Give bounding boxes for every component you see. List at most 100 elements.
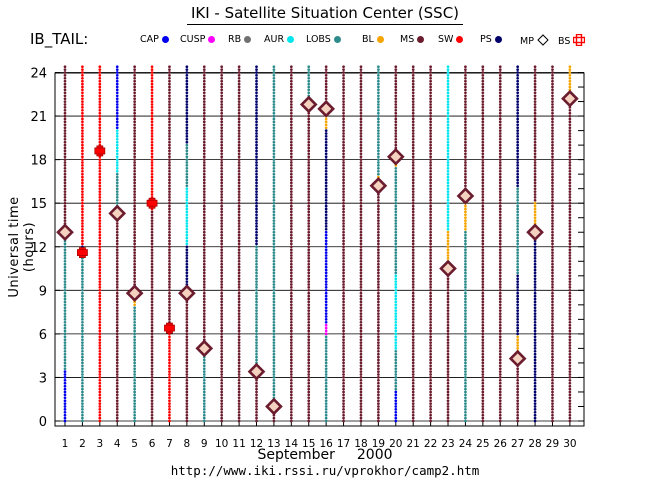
data-point bbox=[551, 236, 554, 240]
data-point bbox=[481, 164, 485, 167]
data-point bbox=[150, 143, 154, 147]
data-point bbox=[498, 204, 502, 208]
data-point bbox=[377, 297, 380, 301]
data-point bbox=[81, 161, 84, 164]
data-point bbox=[533, 387, 537, 391]
data-point bbox=[98, 297, 102, 301]
data-point bbox=[359, 387, 363, 391]
data-point bbox=[220, 65, 224, 69]
data-point bbox=[255, 306, 258, 310]
data-point bbox=[81, 108, 84, 112]
data-point bbox=[150, 373, 154, 376]
data-point bbox=[481, 303, 485, 307]
data-point bbox=[377, 323, 380, 327]
data-point bbox=[342, 103, 345, 106]
data-point bbox=[551, 164, 554, 167]
data-point bbox=[63, 251, 67, 254]
data-point bbox=[289, 320, 293, 324]
data-point bbox=[289, 129, 293, 132]
data-point bbox=[411, 413, 415, 417]
data-point bbox=[377, 384, 380, 388]
data-point bbox=[394, 97, 398, 101]
data-point bbox=[498, 384, 502, 388]
data-point bbox=[429, 393, 432, 397]
data-point bbox=[289, 222, 293, 225]
data-point bbox=[394, 265, 398, 269]
data-point bbox=[98, 306, 102, 310]
data-point bbox=[359, 204, 363, 208]
data-point bbox=[568, 204, 572, 208]
data-point bbox=[81, 280, 84, 283]
data-point bbox=[150, 187, 154, 191]
data-point bbox=[272, 268, 276, 272]
data-point bbox=[307, 193, 311, 196]
data-point bbox=[150, 378, 154, 382]
data-point bbox=[133, 161, 136, 164]
data-point bbox=[307, 216, 311, 220]
data-point bbox=[220, 213, 224, 217]
data-point bbox=[377, 207, 380, 211]
data-point bbox=[63, 198, 67, 202]
data-point bbox=[289, 155, 293, 159]
data-point bbox=[411, 161, 415, 164]
data-point bbox=[115, 74, 119, 77]
data-point bbox=[429, 341, 432, 344]
legend-dot-icon bbox=[333, 36, 341, 43]
data-point bbox=[63, 297, 67, 301]
data-point bbox=[359, 71, 363, 74]
data-point bbox=[255, 291, 258, 295]
data-point bbox=[359, 291, 363, 295]
data-point bbox=[533, 259, 537, 263]
data-point bbox=[150, 349, 154, 353]
data-point bbox=[342, 65, 345, 69]
data-point bbox=[551, 274, 554, 278]
data-point bbox=[185, 222, 189, 225]
data-point bbox=[81, 277, 84, 281]
data-point bbox=[446, 352, 450, 356]
data-point bbox=[220, 114, 224, 118]
data-point bbox=[98, 187, 102, 191]
data-point bbox=[150, 114, 154, 118]
data-point bbox=[394, 201, 398, 205]
data-point bbox=[324, 117, 328, 121]
data-point bbox=[464, 265, 467, 269]
data-point bbox=[307, 338, 311, 342]
data-point bbox=[359, 381, 363, 385]
data-point bbox=[498, 242, 502, 246]
data-point bbox=[481, 126, 485, 130]
data-point bbox=[533, 251, 537, 254]
data-point bbox=[168, 257, 171, 260]
data-point bbox=[255, 227, 258, 231]
data-point bbox=[63, 335, 67, 339]
data-point bbox=[220, 251, 224, 254]
data-point bbox=[568, 76, 572, 80]
data-point bbox=[185, 303, 189, 307]
data-point bbox=[168, 390, 171, 394]
data-point bbox=[81, 378, 84, 382]
y-tick-label: 3 bbox=[39, 371, 47, 386]
data-point bbox=[81, 262, 84, 266]
data-point bbox=[516, 419, 520, 423]
data-point bbox=[63, 82, 67, 86]
data-point bbox=[237, 233, 241, 237]
data-point bbox=[63, 111, 67, 115]
data-point bbox=[498, 65, 502, 69]
data-point bbox=[168, 76, 171, 80]
data-point bbox=[168, 239, 171, 243]
data-point bbox=[394, 286, 398, 289]
data-point bbox=[168, 335, 171, 339]
data-point bbox=[168, 106, 171, 109]
data-point bbox=[98, 387, 102, 391]
data-point bbox=[359, 196, 363, 199]
data-point bbox=[63, 164, 67, 167]
data-point bbox=[289, 167, 293, 170]
data-point bbox=[411, 117, 415, 121]
data-point bbox=[481, 306, 485, 310]
data-point bbox=[533, 204, 537, 208]
data-point bbox=[115, 140, 119, 144]
data-point bbox=[394, 71, 398, 74]
data-point bbox=[255, 207, 258, 211]
data-point bbox=[133, 318, 136, 321]
data-point bbox=[255, 74, 258, 77]
data-point bbox=[133, 137, 136, 141]
